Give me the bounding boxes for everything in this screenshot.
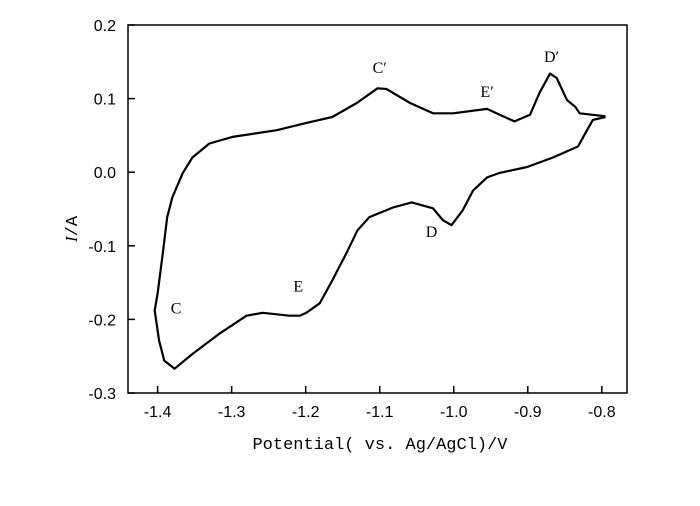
y-tick-label: 0.2 [94, 18, 116, 35]
y-axis-title: I/A [62, 215, 83, 243]
plot-frame [127, 24, 628, 394]
x-tick-label: -0.8 [588, 404, 616, 421]
y-tick-label: 0.0 [94, 165, 116, 182]
y-tick-label: 0.1 [94, 92, 116, 109]
peak-label: D′ [544, 49, 559, 66]
x-tick-label: -1.3 [218, 404, 246, 421]
cv-curve [153, 72, 606, 370]
peak-label: E′ [480, 84, 493, 101]
y-tick-label: -0.2 [88, 312, 116, 329]
y-tick-label: -0.1 [88, 239, 116, 256]
peak-label: C [171, 301, 182, 318]
y-tick-label: -0.3 [88, 386, 116, 403]
x-axis-title: Potential( vs. Ag/AgCl)/V [252, 436, 508, 455]
x-tick-label: -1.2 [292, 404, 320, 421]
x-tick-label: -1.0 [440, 404, 468, 421]
x-tick-label: -0.9 [514, 404, 542, 421]
peak-label: D [426, 224, 438, 241]
peak-label: E [293, 278, 303, 295]
peak-label: C′ [373, 60, 387, 77]
x-tick-label: -1.4 [144, 404, 172, 421]
x-tick-label: -1.1 [366, 404, 394, 421]
